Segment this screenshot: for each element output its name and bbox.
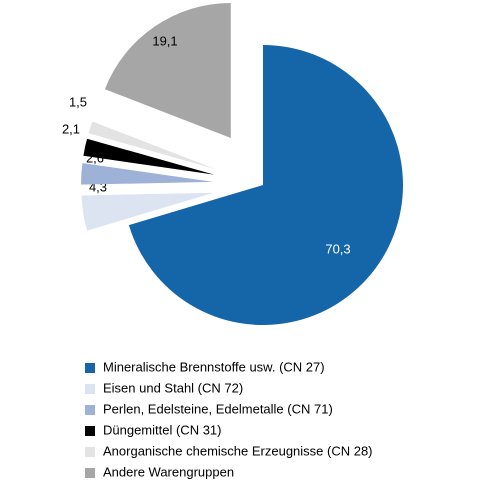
legend-label: Anorganische chemische Erzeugnisse (CN 2… <box>103 443 373 458</box>
legend-swatch <box>85 468 95 478</box>
legend-label: Mineralische Brennstoffe usw. (CN 27) <box>103 359 325 374</box>
legend-label: Eisen und Stahl (CN 72) <box>103 380 243 395</box>
data-label: 1,5 <box>69 94 87 109</box>
data-label: 70,3 <box>325 241 350 256</box>
data-label: 19,1 <box>152 33 177 48</box>
pie-slice <box>81 163 214 185</box>
pie-slice <box>83 138 215 175</box>
pie-slice <box>88 121 216 170</box>
legend-label: Perlen, Edelsteine, Edelmetalle (CN 71) <box>103 401 333 416</box>
pie-slice <box>81 192 214 231</box>
legend-label: Düngemittel (CN 31) <box>103 422 222 437</box>
legend-swatch <box>85 363 95 373</box>
legend-swatch <box>85 426 95 436</box>
data-label: 2,1 <box>62 121 80 136</box>
legend-label: Andere Warengruppen <box>103 464 234 479</box>
legend-swatch <box>85 384 95 394</box>
pie-slice <box>128 45 403 325</box>
pie-slice <box>104 2 231 138</box>
legend-swatch <box>85 405 95 415</box>
legend-swatch <box>85 447 95 457</box>
